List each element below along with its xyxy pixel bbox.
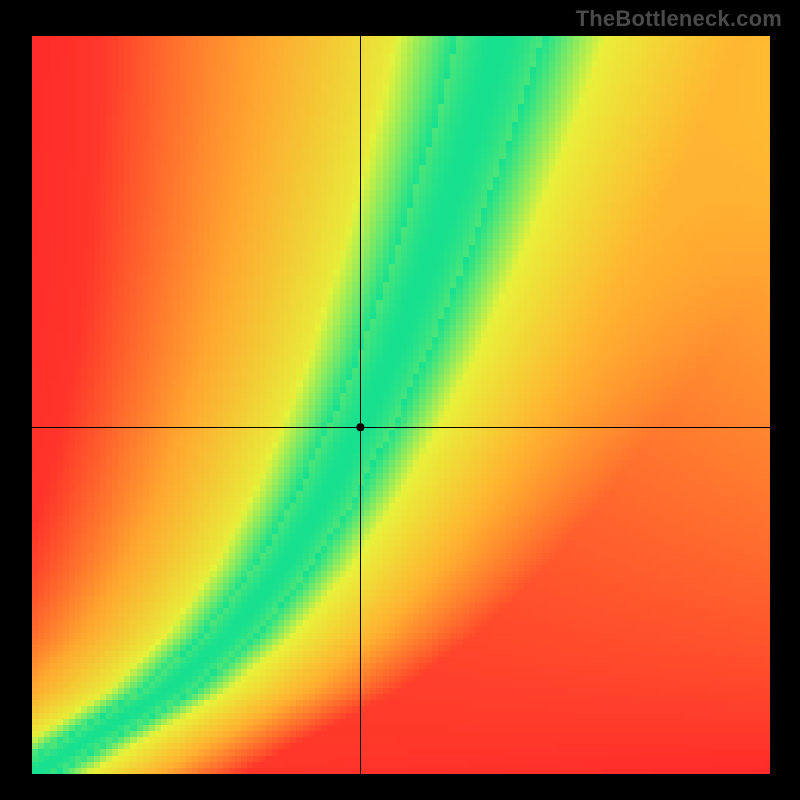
chart-container: TheBottleneck.com xyxy=(0,0,800,800)
crosshair-overlay xyxy=(0,0,800,800)
watermark-text: TheBottleneck.com xyxy=(576,6,782,32)
